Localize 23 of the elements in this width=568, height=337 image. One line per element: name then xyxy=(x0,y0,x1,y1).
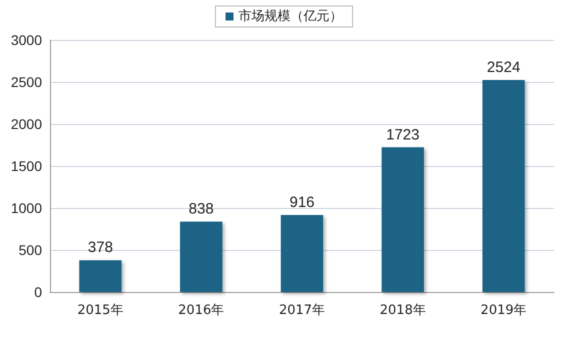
bar xyxy=(482,80,525,292)
legend-label: 市场规模（亿元） xyxy=(238,9,342,24)
x-tick-label: 2016年 xyxy=(178,303,224,318)
data-label: 1723 xyxy=(386,126,420,144)
y-tick-label: 1000 xyxy=(10,200,42,216)
y-tick-label: 3000 xyxy=(10,32,42,48)
bar xyxy=(79,260,122,292)
bar xyxy=(180,222,222,292)
bar xyxy=(382,147,424,292)
x-tick-label: 2018年 xyxy=(380,303,426,318)
y-tick-label: 2500 xyxy=(10,74,42,90)
x-tick-label: 2015年 xyxy=(77,303,124,318)
y-tick-label: 0 xyxy=(34,284,42,300)
data-label: 916 xyxy=(289,194,315,212)
y-tick-label: 500 xyxy=(18,242,42,258)
y-tick-label: 2000 xyxy=(10,116,42,132)
bar xyxy=(280,215,324,292)
data-label: 2524 xyxy=(486,58,520,76)
x-tick-label: 2017年 xyxy=(278,303,326,318)
data-label: 378 xyxy=(88,239,113,256)
y-tick-label: 1500 xyxy=(10,158,42,174)
x-tick-label: 2019年 xyxy=(480,303,527,318)
data-label: 838 xyxy=(188,200,214,218)
